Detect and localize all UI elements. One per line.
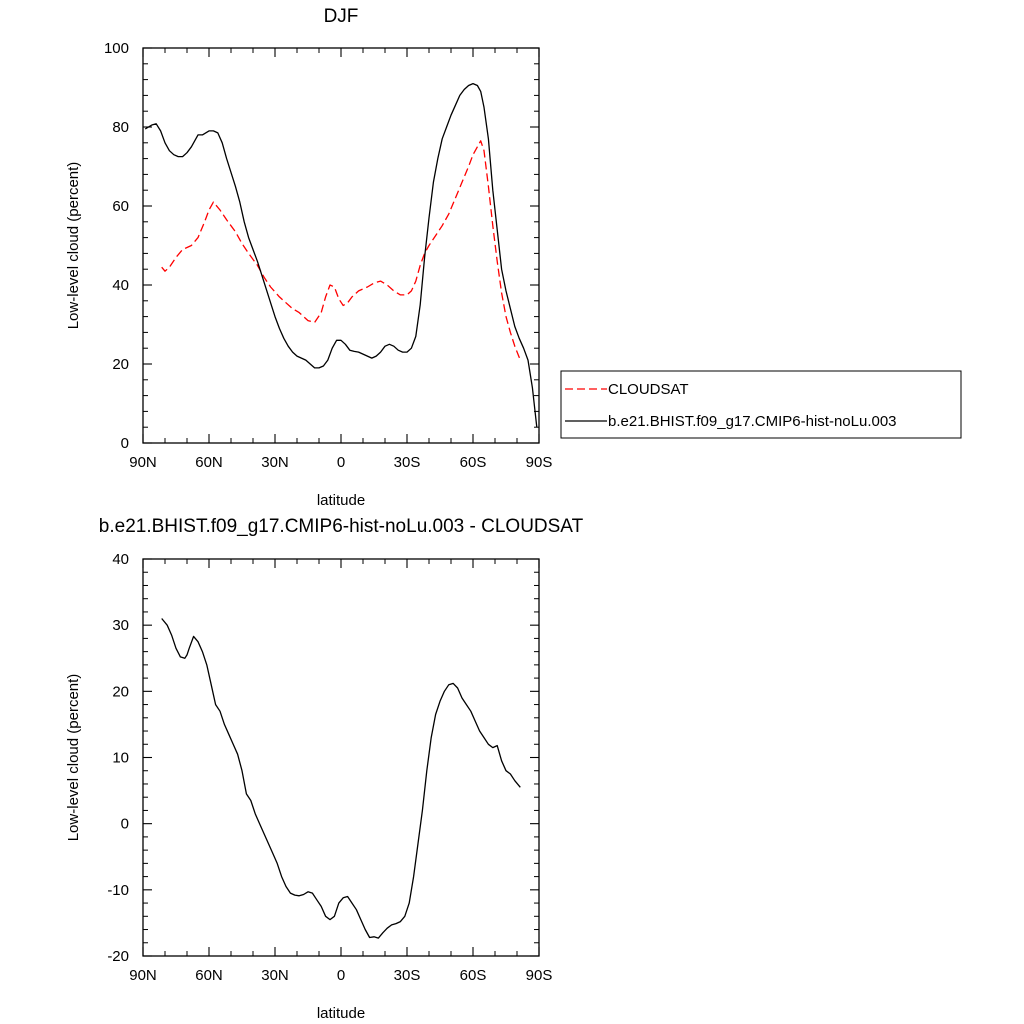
y-tick-label: -10: [107, 882, 129, 899]
x-tick-label: 30S: [394, 454, 421, 471]
y-tick-label: 80: [112, 119, 129, 136]
series-line-0: [161, 140, 521, 361]
y-tick-label: 20: [112, 683, 129, 700]
ticks: [142, 558, 540, 957]
x-tick-label: 30S: [394, 967, 421, 984]
x-tick-label: 90N: [129, 454, 157, 471]
series-line-0: [161, 618, 521, 939]
y-tick-label: 0: [121, 816, 129, 833]
legend-entry-1: b.e21.BHIST.f09_g17.CMIP6-hist-noLu.003: [608, 413, 897, 430]
y-tick-label: 40: [112, 551, 129, 568]
x-axis-label: latitude: [317, 492, 365, 509]
ticks: [142, 47, 540, 444]
plot-frame: [142, 47, 540, 444]
legend: CLOUDSAT b.e21.BHIST.f09_g17.CMIP6-hist-n…: [560, 370, 962, 439]
legend-box: [560, 370, 962, 439]
x-axis-label: latitude: [317, 1005, 365, 1022]
plot-frame: [142, 558, 540, 957]
y-axis-label: Low-level cloud (percent): [65, 162, 82, 330]
x-tick-label: 90S: [526, 967, 553, 984]
panel-bottom-difference: b.e21.BHIST.f09_g17.CMIP6-hist-noLu.003 …: [65, 516, 584, 1022]
x-tick-label: 60N: [195, 454, 223, 471]
x-tick-label: 30N: [261, 454, 289, 471]
x-tick-label: 0: [337, 454, 345, 471]
y-tick-label: 60: [112, 198, 129, 215]
x-tick-label: 90N: [129, 967, 157, 984]
y-tick-label: 0: [121, 435, 129, 452]
x-tick-label: 60S: [460, 967, 487, 984]
x-tick-label: 60S: [460, 454, 487, 471]
y-tick-label: 10: [112, 750, 129, 767]
panel-top-djf: DJF 90N 60N 30N 0 30S 60S 90S 0 20 40 60 80 100 latitu…: [65, 6, 962, 509]
legend-entry-0: CLOUDSAT: [608, 381, 689, 398]
x-tick-label: 90S: [526, 454, 553, 471]
x-tick-label: 30N: [261, 967, 289, 984]
y-tick-label: 100: [104, 40, 129, 57]
y-tick-label: 40: [112, 277, 129, 294]
chart-title: b.e21.BHIST.f09_g17.CMIP6-hist-noLu.003 …: [99, 516, 584, 537]
x-tick-label: 0: [337, 967, 345, 984]
chart-title: DJF: [324, 6, 359, 27]
y-tick-label: 20: [112, 356, 129, 373]
series-line-1: [144, 82, 538, 428]
y-axis-label: Low-level cloud (percent): [65, 674, 82, 842]
y-tick-label: -20: [107, 948, 129, 965]
x-tick-label: 60N: [195, 967, 223, 984]
y-tick-label: 30: [112, 617, 129, 634]
